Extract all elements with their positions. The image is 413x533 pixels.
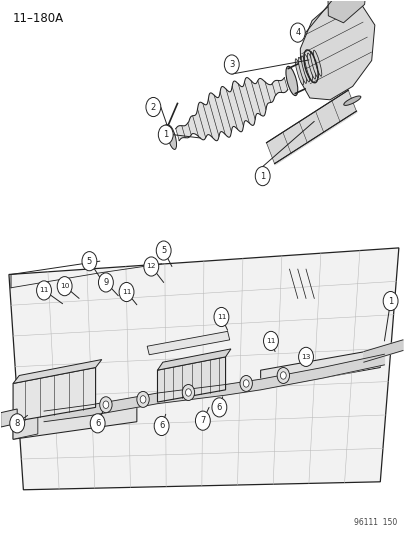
Circle shape (145, 98, 160, 117)
Text: 8: 8 (14, 419, 20, 428)
Ellipse shape (313, 50, 321, 76)
Circle shape (211, 398, 226, 417)
Text: 11: 11 (39, 287, 49, 294)
Polygon shape (157, 357, 225, 402)
Text: 6: 6 (95, 419, 100, 428)
Polygon shape (322, 354, 384, 378)
Text: 5: 5 (161, 246, 166, 255)
Text: 11–180A: 11–180A (13, 12, 64, 26)
Circle shape (158, 125, 173, 144)
Polygon shape (13, 368, 95, 422)
Circle shape (140, 395, 145, 403)
Polygon shape (176, 78, 287, 141)
Circle shape (10, 414, 24, 433)
Ellipse shape (285, 66, 297, 95)
Polygon shape (13, 402, 137, 439)
Text: 11: 11 (216, 314, 225, 320)
Polygon shape (9, 248, 398, 490)
Ellipse shape (307, 53, 315, 79)
Circle shape (90, 414, 105, 433)
Polygon shape (260, 368, 322, 390)
Circle shape (263, 332, 278, 351)
Circle shape (185, 389, 191, 396)
Circle shape (119, 282, 134, 302)
Text: 7: 7 (200, 416, 205, 425)
Circle shape (255, 166, 269, 185)
Circle shape (280, 372, 285, 379)
Circle shape (82, 252, 97, 271)
Circle shape (57, 277, 72, 296)
Ellipse shape (343, 96, 360, 106)
Text: 4: 4 (294, 28, 300, 37)
Text: 6: 6 (159, 422, 164, 431)
Circle shape (164, 125, 169, 132)
Circle shape (240, 375, 252, 391)
Circle shape (290, 23, 304, 42)
Text: 1: 1 (163, 130, 168, 139)
Circle shape (214, 308, 228, 327)
Circle shape (137, 391, 149, 407)
Text: 1: 1 (387, 296, 392, 305)
Circle shape (103, 401, 109, 408)
Circle shape (243, 379, 249, 387)
Circle shape (154, 416, 169, 435)
Circle shape (382, 292, 397, 311)
Polygon shape (266, 90, 356, 164)
Ellipse shape (304, 54, 312, 80)
Circle shape (144, 257, 158, 276)
Text: 11: 11 (266, 338, 275, 344)
Circle shape (224, 55, 239, 74)
Polygon shape (225, 379, 260, 395)
Ellipse shape (301, 56, 309, 82)
Ellipse shape (166, 125, 176, 149)
Text: 6: 6 (216, 403, 221, 412)
Circle shape (100, 397, 112, 413)
Polygon shape (363, 340, 402, 362)
Circle shape (298, 348, 313, 367)
Ellipse shape (294, 59, 303, 85)
Polygon shape (147, 332, 229, 355)
Ellipse shape (297, 58, 306, 83)
Text: 11: 11 (121, 289, 131, 295)
Text: 5: 5 (87, 257, 92, 265)
Polygon shape (13, 360, 102, 383)
Polygon shape (91, 395, 143, 415)
Text: 2: 2 (150, 102, 156, 111)
Circle shape (182, 384, 194, 400)
Text: 9: 9 (103, 278, 108, 287)
Polygon shape (260, 349, 380, 389)
Polygon shape (44, 405, 91, 422)
Polygon shape (157, 349, 230, 370)
Polygon shape (13, 415, 38, 439)
Polygon shape (327, 0, 366, 23)
Polygon shape (157, 384, 225, 403)
Text: 3: 3 (228, 60, 234, 69)
Text: 13: 13 (301, 354, 310, 360)
Text: 96111  150: 96111 150 (353, 518, 396, 527)
Circle shape (36, 281, 51, 300)
Circle shape (98, 273, 113, 292)
Ellipse shape (310, 52, 318, 78)
Polygon shape (299, 1, 374, 100)
Polygon shape (143, 393, 157, 406)
Text: 1: 1 (259, 172, 265, 181)
Text: 10: 10 (60, 283, 69, 289)
Text: 12: 12 (146, 263, 156, 270)
Circle shape (276, 368, 289, 383)
Polygon shape (1, 409, 17, 427)
Circle shape (156, 241, 171, 260)
Circle shape (195, 411, 210, 430)
